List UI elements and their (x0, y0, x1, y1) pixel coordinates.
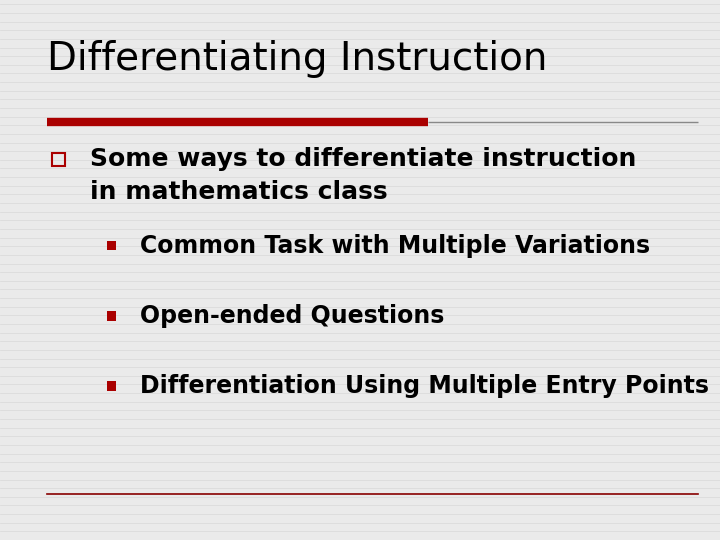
Text: Some ways to differentiate instruction: Some ways to differentiate instruction (90, 147, 636, 171)
Bar (107, 311, 116, 321)
Text: in mathematics class: in mathematics class (90, 180, 387, 204)
Bar (107, 241, 116, 251)
Bar (52, 153, 65, 166)
Text: Differentiation Using Multiple Entry Points: Differentiation Using Multiple Entry Poi… (140, 374, 709, 398)
Text: Common Task with Multiple Variations: Common Task with Multiple Variations (140, 234, 651, 258)
Bar (107, 381, 116, 391)
Text: Differentiating Instruction: Differentiating Instruction (47, 40, 547, 78)
Text: Open-ended Questions: Open-ended Questions (140, 304, 445, 328)
